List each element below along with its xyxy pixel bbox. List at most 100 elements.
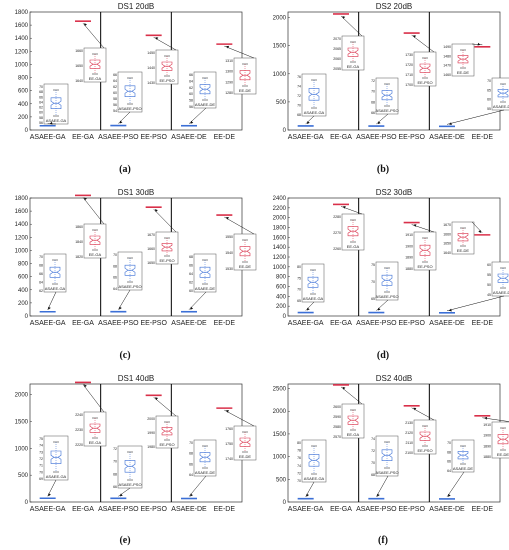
inset-tick-label: 68 [113, 472, 117, 476]
inset-arrow [446, 295, 505, 312]
inset-ee-de: 1910 1900 1890 1880 EE-DE [482, 416, 509, 459]
y-tick-label: 1000 [15, 248, 29, 254]
chart-panel-e: DS1 40dB 0 500 1000 1500 2000 ASAEE-GA EE-GA ASA… [0, 372, 257, 547]
inset-arrowhead [84, 23, 87, 27]
inset-tick-label: 2000 [147, 417, 155, 421]
inset-box [124, 264, 136, 276]
inset-label: ASAEE-GA [303, 296, 324, 301]
inset-box [161, 61, 173, 71]
y-tick-label: 0 [283, 500, 287, 506]
inset-tick-label: 66 [113, 485, 117, 489]
inset-tick-label: 1440 [147, 66, 155, 70]
inset-arrowhead [84, 197, 87, 201]
inset-label: ASAEE-DE [195, 102, 216, 107]
inset-arrow [47, 479, 57, 497]
caption-a: (a) [119, 164, 131, 175]
inset-box [347, 47, 359, 57]
inset-tick-label: 78 [297, 449, 301, 453]
inset-tick-label: 1550 [225, 235, 233, 239]
inset-arrow [411, 34, 435, 53]
inset-arrow [376, 299, 389, 311]
y-tick-label: 200 [18, 115, 29, 121]
x-category-label: ASAEE-DE [171, 134, 207, 141]
inset-arrow [188, 107, 207, 124]
inset-label: EE-PSO [159, 78, 174, 83]
inset-ee-de: 1490 1480 1470 1460 EE-DE [443, 42, 483, 77]
inset-arrow [471, 43, 483, 46]
inset-label: EE-PSO [159, 258, 174, 263]
x-category-label: ASAEE-PSO [356, 320, 397, 327]
inset-tick-label: 60 [189, 92, 193, 96]
inset-tick-label: 66 [447, 460, 451, 464]
inset-arrowhead [226, 45, 230, 49]
x-category-label: EE-GA [330, 506, 352, 513]
inset-label: ASAEE-GA [46, 118, 67, 123]
y-tick-label: 1400 [273, 245, 287, 251]
inset-label: EE-DE [239, 454, 252, 459]
inset-arrowhead [190, 306, 194, 310]
inset-asaee-ga: 80 78 76 74 72 70 ASAEE-GA [297, 439, 327, 497]
chart-panel-c: DS1 30dB 0 200 400 600 800 1000 1200 1400 1600 180… [0, 186, 257, 361]
chart-title: DS1 20dB [118, 2, 154, 11]
inset-label: EE-PSO [159, 442, 174, 447]
inset-arrowhead [413, 407, 417, 411]
inset-tick-label: 70 [39, 255, 43, 259]
inset-tick-label: 75 [297, 276, 301, 280]
inset-ee-pso: 2000 1990 1980 EE-PSO [147, 397, 179, 449]
inset-tick-label: 2570 [333, 435, 341, 439]
inset-tick-label: 68 [189, 255, 193, 259]
x-category-label: ASAEE-GA [288, 134, 324, 141]
inset-box [497, 273, 509, 283]
inset-asaee-de: 70 68 66 64 ASAEE-DE [446, 439, 475, 498]
inset-arrow [82, 197, 105, 225]
inset-tick-label: 1900 [483, 434, 491, 438]
inset-tick-label: 1880 [483, 455, 491, 459]
inset-tick-label: 62 [113, 85, 117, 89]
inset-ee-pso: 1670 1660 1650 EE-PSO [147, 209, 179, 265]
inset-arrowhead [448, 493, 451, 497]
y-tick-label: 1500 [273, 432, 287, 438]
inset-label: EE-PSO [417, 80, 432, 85]
inset-asaee-pso: 75 70 65 ASAEE-PSO [371, 261, 399, 311]
y-tick-label: 1800 [15, 196, 29, 202]
inset-ee-de: 1670 1660 1650 1640 EE-DE [443, 221, 483, 255]
inset-tick-label: 68 [189, 452, 193, 456]
x-category-label: EE-DE [472, 320, 494, 327]
inset-tick-label: 2110 [405, 441, 413, 445]
inset-arrowhead [306, 121, 310, 124]
inset-tick-label: 1670 [443, 223, 451, 227]
inset-asaee-de: 68 66 64 62 60 ASAEE-DE [188, 253, 217, 310]
inset-tick-label: 68 [447, 450, 451, 454]
inset-tick-label: 2580 [333, 425, 341, 429]
inset-asaee-ga: 70 68 66 64 62 ASAEE-GA [39, 253, 67, 310]
inset-arrowhead [119, 493, 123, 497]
x-category-label: EE-GA [72, 320, 94, 327]
inset-tick-label: 1720 [405, 63, 413, 67]
inset-tick-label: 1660 [75, 49, 83, 53]
y-tick-label: 1000 [15, 62, 29, 68]
inset-arrow [118, 487, 131, 497]
inset-arrowhead [190, 493, 193, 497]
inset-arrowhead [226, 410, 230, 413]
inset-tick-label: 2220 [75, 443, 83, 447]
inset-tick-label: 1640 [75, 79, 83, 83]
x-category-label: EE-PSO [140, 134, 167, 141]
inset-arrow [446, 471, 465, 498]
inset-tick-label: 1730 [405, 53, 413, 57]
x-category-label: ASAEE-GA [30, 134, 66, 141]
inset-arrowhead [190, 120, 194, 124]
inset-arrow [153, 37, 177, 51]
chart-panel-f: DS2 40dB 0 500 1000 1500 2000 2500 ASAEE-GA EE-G… [258, 372, 509, 547]
inset-tick-label: 70 [39, 470, 43, 474]
inset-label: ASAEE-GA [304, 476, 325, 481]
inset-tick-label: 70 [297, 479, 301, 483]
inset-tick-label: 58 [39, 116, 43, 120]
inset-tick-label: 50 [487, 283, 491, 287]
x-category-label: EE-DE [472, 506, 494, 513]
inset-arrow [188, 291, 207, 310]
inset-arrowhead [377, 121, 381, 125]
inset-box [199, 452, 211, 463]
x-category-label: EE-PSO [398, 134, 425, 141]
inset-box [199, 266, 211, 278]
